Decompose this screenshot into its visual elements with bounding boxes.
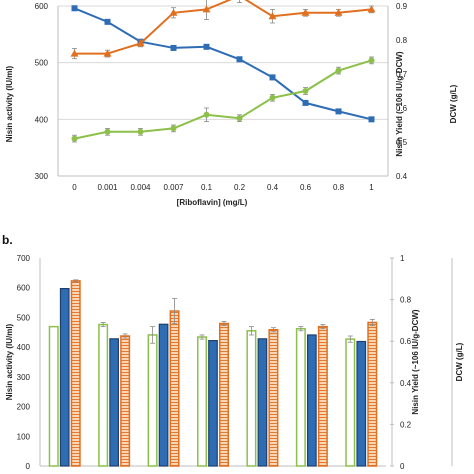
yield-point xyxy=(103,49,112,57)
activity-point xyxy=(269,74,276,81)
x-tick: 0.6 xyxy=(300,183,312,192)
activity-bar xyxy=(59,288,70,467)
yield-line xyxy=(74,0,372,55)
y-tick-right: 0.9 xyxy=(396,2,408,11)
dcw-bar xyxy=(345,338,356,467)
x-tick: 0 xyxy=(72,183,77,192)
dcw-bar xyxy=(48,325,59,467)
activity-bar xyxy=(307,334,317,467)
yield-point xyxy=(70,49,79,57)
dcw-point xyxy=(104,128,111,135)
activity-point xyxy=(203,43,210,50)
x-tick: 0.001 xyxy=(97,183,118,192)
dcw-bar xyxy=(98,323,109,467)
y-tick-right: 0.6 xyxy=(396,104,408,113)
dcw-point xyxy=(269,94,276,101)
y-tick-right: 0.4 xyxy=(400,379,412,388)
y-tick-left: 600 xyxy=(17,284,31,293)
yield-point xyxy=(268,12,277,20)
chart-a-ylabel-left: Nisin activity (IU/ml) xyxy=(5,65,14,142)
chart-a-xlabel: [Riboflavin] (mg/L) xyxy=(177,198,248,207)
activity-point xyxy=(368,116,375,123)
dcw-point xyxy=(302,88,309,94)
y-tick-right: 0.2 xyxy=(400,420,412,429)
y-tick-right: 0.4 xyxy=(396,172,408,181)
activity-point xyxy=(335,108,342,115)
chart-b-ylabel-left: Nisin activity (IU/ml) xyxy=(5,323,14,400)
chart-b-ylabel-right1: Nisin Yield (~106 IU/g-DCW) xyxy=(411,309,420,414)
yield-bar xyxy=(268,329,279,467)
y-tick-right: 0.6 xyxy=(400,337,412,346)
y-tick-left: 100 xyxy=(17,432,31,441)
yield-bar xyxy=(70,280,81,467)
activity-point xyxy=(71,5,78,12)
yield-point xyxy=(136,39,145,47)
dcw-bar xyxy=(246,330,257,467)
activity-bar xyxy=(158,323,169,467)
dcw-bar xyxy=(147,334,158,467)
dcw-point xyxy=(368,57,375,64)
y-tick-right: 1 xyxy=(400,254,405,263)
yield-bar xyxy=(120,335,131,467)
yield-bar xyxy=(317,325,328,467)
x-tick: 0.007 xyxy=(163,183,184,192)
y-tick-right: 0.7 xyxy=(396,70,408,79)
y-tick-left: 200 xyxy=(17,403,31,412)
dcw-point xyxy=(137,128,144,135)
chart-b: b. Nisin activity (IU/ml) Nisin Yield (~… xyxy=(2,233,464,471)
yield-point xyxy=(169,8,178,16)
activity-point xyxy=(302,99,309,106)
dcw-bar xyxy=(295,327,306,467)
dcw-point xyxy=(236,115,243,122)
dcw-point xyxy=(203,111,210,118)
y-tick-right: 0.5 xyxy=(396,138,408,147)
dcw-line xyxy=(74,59,372,140)
activity-point xyxy=(236,56,243,63)
yield-point xyxy=(202,5,211,13)
y-tick-right: 0.8 xyxy=(400,296,412,305)
activity-bar xyxy=(356,340,367,467)
x-tick: 0.1 xyxy=(201,183,213,192)
y-tick-left: 500 xyxy=(35,59,49,68)
activity-bar xyxy=(109,338,119,467)
dcw-bar xyxy=(197,336,207,467)
chart-a: [Riboflavin] (mg/L) Nisin activity (IU/m… xyxy=(5,0,458,207)
chart-b-ylabel-right2: DCW (g/L) xyxy=(455,342,464,381)
y-tick-left: 300 xyxy=(17,373,31,382)
activity-point xyxy=(170,44,177,51)
yield-point xyxy=(367,5,376,13)
activity-bar xyxy=(257,338,268,467)
x-tick: 0.004 xyxy=(130,183,151,192)
y-tick-left: 500 xyxy=(17,313,31,322)
dcw-point xyxy=(71,135,78,142)
activity-bar xyxy=(208,340,218,467)
y-tick-left: 0 xyxy=(26,462,31,471)
yield-bar xyxy=(367,321,378,467)
chart-a-ylabel-right2: DCW (g/L) xyxy=(449,84,458,123)
y-tick-left: 400 xyxy=(17,343,31,352)
dcw-point xyxy=(335,67,342,74)
yield-bar xyxy=(219,322,229,467)
x-tick: 0.4 xyxy=(267,183,279,192)
x-tick: 0.2 xyxy=(234,183,246,192)
y-tick-left: 700 xyxy=(17,254,31,263)
x-tick: 1 xyxy=(369,183,374,192)
x-tick: 0.8 xyxy=(333,183,345,192)
y-tick-right: 0.8 xyxy=(396,36,408,45)
y-tick-left: 300 xyxy=(35,172,49,181)
y-tick-left: 600 xyxy=(35,2,49,11)
chart-b-panel-label: b. xyxy=(2,233,13,247)
activity-line xyxy=(74,7,372,121)
dcw-point xyxy=(170,125,177,132)
yield-point xyxy=(301,8,310,16)
y-tick-left: 400 xyxy=(35,115,49,124)
chart-a-ylabel-right1: Nisin Yield (~106 IU/g-DCW) xyxy=(395,51,404,156)
yield-bar xyxy=(169,310,180,467)
y-tick-right: 0 xyxy=(400,462,405,471)
yield-point xyxy=(334,8,343,16)
activity-point xyxy=(104,18,111,25)
